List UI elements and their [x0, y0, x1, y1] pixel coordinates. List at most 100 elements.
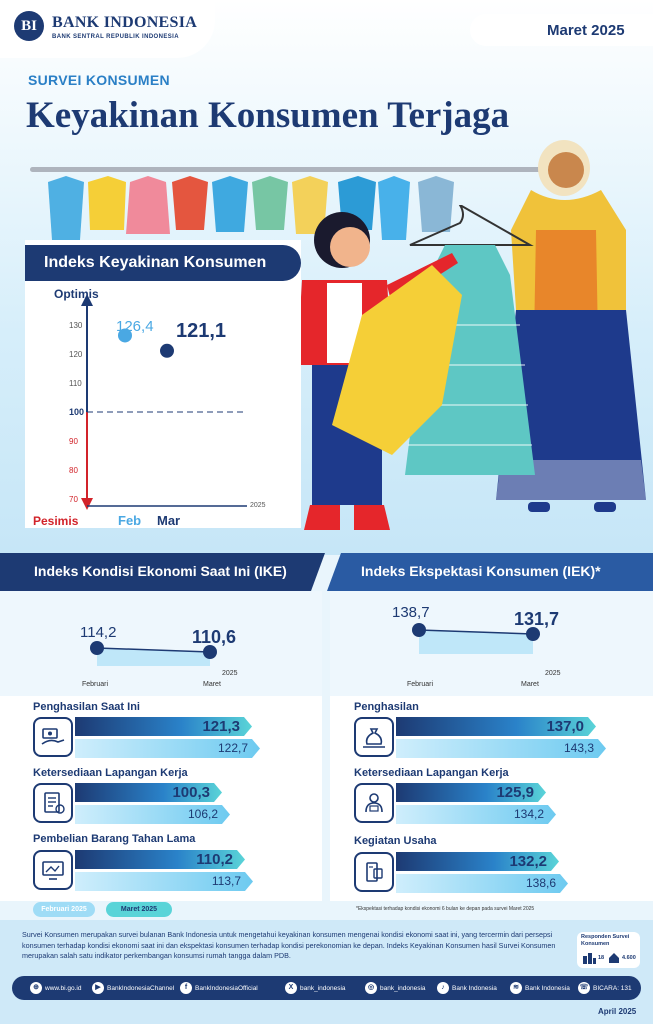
social-link-spotify[interactable]: ≋ Bank Indonesia [510, 981, 570, 995]
iek-label-mar: Maret [521, 681, 539, 688]
ike-bar-feb: 122,7 [75, 739, 260, 758]
iek-item-label: Penghasilan [354, 701, 419, 713]
clothes-illustration-icon [48, 176, 454, 240]
iek-bar-feb: 138,6 [396, 874, 568, 893]
social-label: BICARA: 131 [593, 984, 632, 992]
legend-mar: Maret 2025 [106, 902, 172, 917]
city-icon [583, 953, 596, 964]
social-label: BankIndonesiaChannel [107, 984, 175, 992]
ike-point-mar [203, 645, 217, 659]
ikk-point-feb [118, 328, 132, 343]
youtube-icon: ▶ [92, 982, 104, 994]
money-bag-icon [354, 717, 394, 757]
footer-date: April 2025 [598, 1007, 637, 1016]
y-tick-label: 100 [69, 407, 84, 417]
iek-mini-chart [412, 623, 540, 654]
ike-value-mar: 110,6 [192, 627, 237, 647]
arrow-down-icon [81, 498, 93, 510]
clothing-rack-icon [30, 167, 550, 172]
iek-label-feb: Februari [407, 681, 434, 688]
section-label: SURVEI KONSUMEN [28, 72, 170, 88]
social-label: bank_indonesia [300, 984, 346, 992]
iek-bar-feb: 134,2 [396, 805, 556, 824]
page-title: Keyakinan Konsumen Terjaga [26, 95, 510, 136]
ikk-chart-title: Indeks Keyakinan Konsumen [44, 254, 267, 271]
bi-logo-icon: BI [14, 11, 44, 41]
y-tick-label: 80 [69, 466, 78, 475]
ike-bar-mar: 110,2 [75, 850, 245, 869]
ikk-cat-feb: Feb [118, 513, 142, 528]
social-label: Bank Indonesia [525, 984, 570, 992]
social-link-facebook[interactable]: f BankIndonesiaOfficial [180, 981, 258, 995]
social-label: BankIndonesiaOfficial [195, 984, 258, 992]
ike-item-label: Pembelian Barang Tahan Lama [33, 833, 196, 845]
social-media-bar [12, 976, 641, 1000]
social-link-youtube[interactable]: ▶ BankIndonesiaChannel [92, 981, 174, 995]
social-link-phone[interactable]: ☏ BICARA: 131 [578, 981, 632, 995]
iek-item-label: Ketersediaan Lapangan Kerja [354, 767, 509, 779]
x-icon: X [285, 982, 297, 994]
survey-description: Survei Konsumen merupakan survei bulanan… [22, 930, 556, 960]
facebook-icon: f [180, 982, 192, 994]
iek-footnote: *Ekspektasi terhadap kondisi ekonomi 6 b… [356, 906, 535, 912]
household-icon [609, 953, 619, 963]
ike-item-label: Ketersediaan Lapangan Kerja [33, 767, 188, 779]
respondents-title: Responden Survei Konsumen [581, 934, 630, 947]
iek-header-bar [327, 553, 653, 591]
ike-bar-feb: 106,2 [75, 805, 230, 824]
ike-value-feb: 114,2 [80, 624, 117, 641]
legend-feb: Februari 2025 [33, 902, 95, 917]
iek-value-feb: 138,7 [392, 604, 430, 621]
iek-bar-mar: 137,0 [396, 717, 596, 736]
job-document-icon [33, 783, 73, 823]
footer-background [0, 920, 653, 1024]
ike-bar-feb: 113,7 [75, 872, 253, 891]
iek-bar-mar: 125,9 [396, 783, 546, 802]
spotify-icon: ≋ [510, 982, 522, 994]
ikk-chart-card [25, 240, 301, 528]
y-tick-label: 110 [69, 379, 82, 388]
ike-title: Indeks Kondisi Ekonomi Saat Ini (IKE) [34, 563, 287, 579]
respondents-count: 4.600 [622, 955, 636, 961]
woman-shopper-illustration-icon [496, 140, 646, 512]
ikk-chart-svg: 130 120 110 100 90 80 70 [69, 294, 247, 510]
business-icon [354, 852, 394, 892]
tiktok-icon: ♪ [437, 982, 449, 994]
social-label: bank_indonesia [380, 984, 426, 992]
iek-bar-feb: 143,3 [396, 739, 606, 758]
girl-shopper-illustration-icon [297, 212, 462, 530]
ike-bar-mar: 100,3 [75, 783, 222, 802]
iek-value-mar: 131,7 [514, 609, 560, 629]
iek-year: 2025 [545, 670, 561, 677]
globe-icon: ⊕ [30, 982, 42, 994]
ike-label-mar: Maret [203, 681, 221, 688]
social-link-instagram[interactable]: ◎ bank_indonesia [365, 981, 426, 995]
y-tick-label: 90 [69, 437, 78, 446]
iek-point-mar [526, 627, 540, 641]
monitor-icon [33, 850, 73, 890]
period-text: Maret 2025 [547, 22, 625, 39]
phone-icon: ☏ [578, 982, 590, 994]
social-link-tiktok[interactable]: ♪ Bank Indonesia [437, 981, 497, 995]
ikk-value-mar: 121,1 [176, 320, 227, 342]
ike-item-label: Penghasilan Saat Ini [33, 701, 140, 713]
ike-mini-chart [90, 641, 217, 666]
ike-label-feb: Februari [82, 681, 109, 688]
period-badge [470, 14, 653, 46]
brand-tagline: BANK SENTRAL REPUBLIK INDONESIA [52, 34, 179, 40]
y-tick-label: 130 [69, 321, 83, 330]
social-link-globe[interactable]: ⊕ www.bi.go.id [30, 981, 82, 995]
brand-name: BANK INDONESIA [52, 14, 198, 31]
pesimis-label: Pesimis [33, 514, 79, 528]
ikk-point-mar [160, 343, 174, 358]
ike-header-bar [0, 553, 325, 591]
respondents-box [577, 932, 640, 968]
ike-point-feb [90, 641, 104, 655]
worker-icon [354, 783, 394, 823]
ike-bar-mar: 121,3 [75, 717, 252, 736]
ike-summary-panel [0, 591, 322, 696]
ikk-cat-mar: Mar [157, 513, 181, 528]
respondents-cities: 18 [598, 955, 605, 961]
ike-year: 2025 [222, 670, 238, 677]
